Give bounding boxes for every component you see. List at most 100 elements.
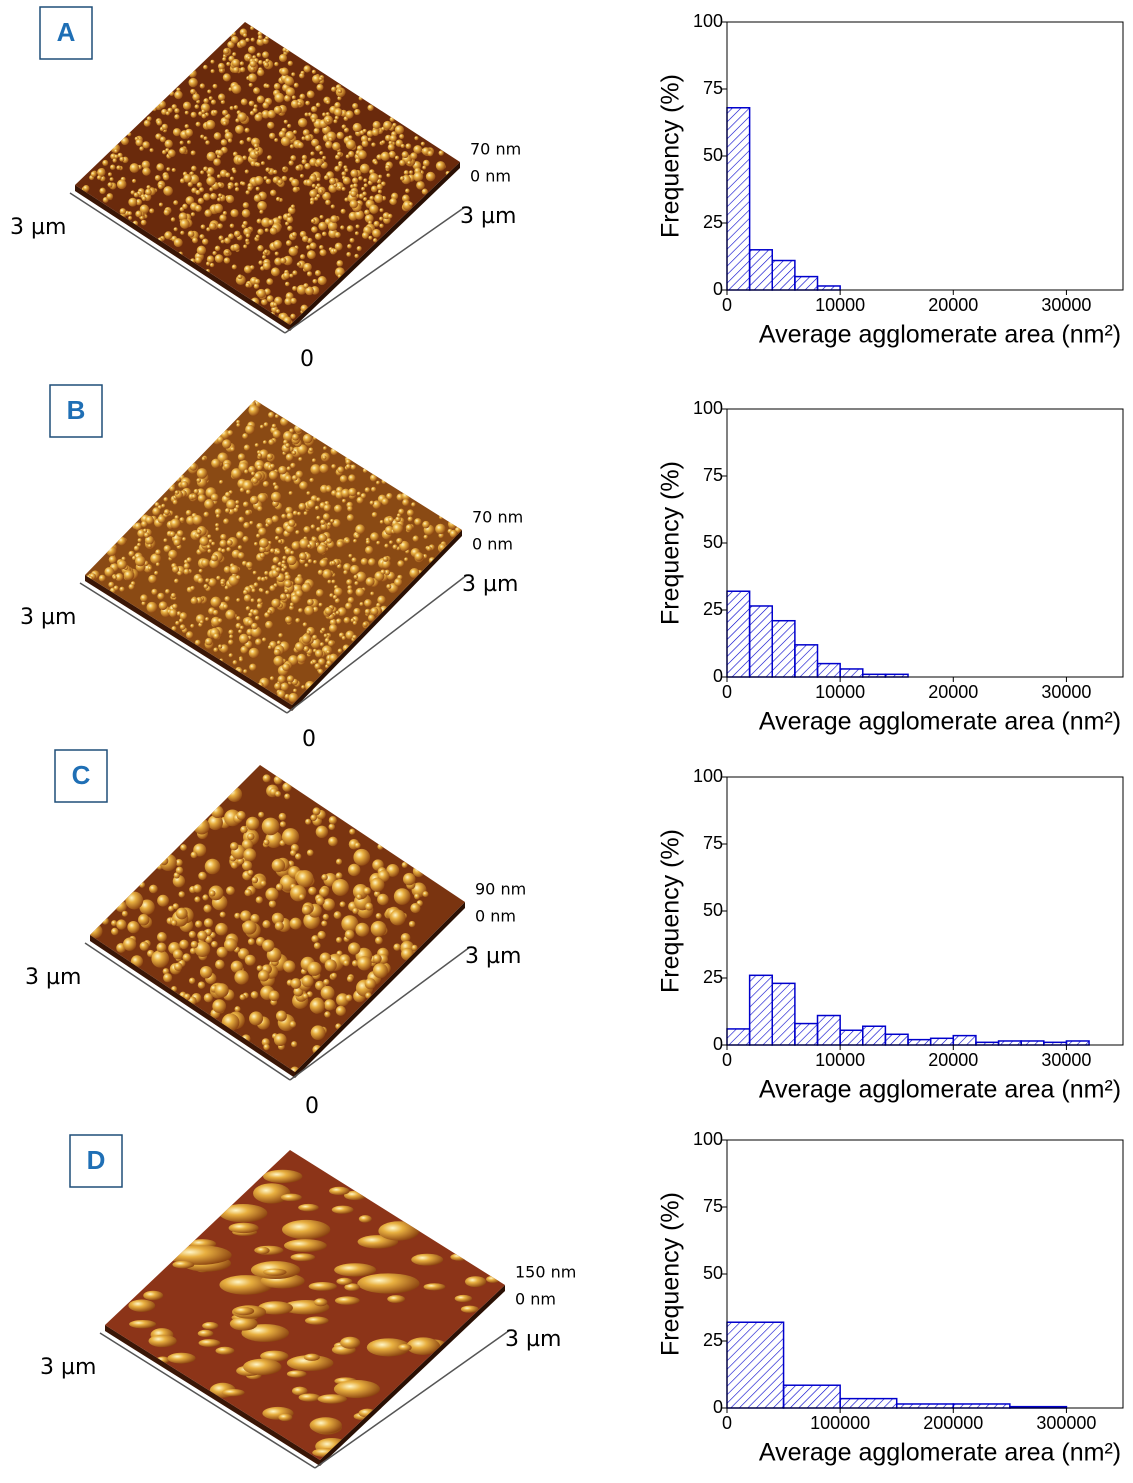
afm-grain <box>267 610 272 615</box>
afm-grain <box>195 920 202 927</box>
afm-grain <box>152 507 160 515</box>
afm-grain <box>324 999 335 1010</box>
afm-grain <box>246 817 259 830</box>
afm-grain <box>370 532 379 541</box>
afm-grain <box>371 142 375 146</box>
afm-grain <box>265 590 269 594</box>
y-size: 3 µm <box>465 944 521 969</box>
afm-grain <box>149 885 158 894</box>
afm-grain <box>353 849 370 866</box>
y-tick-label: 75 <box>703 465 723 485</box>
afm-grain <box>409 921 415 927</box>
afm-grain <box>277 179 282 184</box>
afm-grain <box>127 921 139 933</box>
afm-grain <box>91 171 97 177</box>
afm-grain <box>161 504 165 508</box>
afm-grain <box>291 179 299 187</box>
afm-grain <box>232 169 236 173</box>
afm-grain <box>174 238 183 247</box>
afm-grain <box>108 182 113 187</box>
afm-grain <box>265 167 270 172</box>
afm-grain <box>198 198 204 204</box>
afm-grain <box>266 84 270 88</box>
afm-grain <box>261 161 265 165</box>
afm-grain <box>175 621 180 626</box>
afm-grain <box>142 141 149 148</box>
afm-grain <box>315 270 321 276</box>
afm-grain <box>180 624 186 630</box>
afm-grain <box>448 519 458 529</box>
afm-grain <box>224 938 237 951</box>
afm-grain <box>317 177 321 181</box>
afm-grain <box>269 585 275 591</box>
afm-grain <box>371 487 376 492</box>
z-max: 90 nm <box>475 880 526 899</box>
afm-grain <box>281 136 291 146</box>
afm-grain <box>284 120 288 124</box>
afm-grain <box>169 486 175 492</box>
afm-grain <box>141 521 148 528</box>
afm-grain <box>343 570 348 575</box>
afm-grain <box>286 87 295 96</box>
afm-grain <box>413 536 419 542</box>
afm-grain <box>258 260 263 265</box>
afm-grain <box>248 612 253 617</box>
afm-grain <box>185 111 189 115</box>
afm-grain <box>302 236 309 243</box>
afm-grain <box>224 596 230 602</box>
afm-grain <box>108 582 114 588</box>
afm-grain <box>344 168 348 172</box>
afm-grain <box>128 216 132 220</box>
afm-grain <box>370 501 375 506</box>
afm-grain <box>256 187 260 191</box>
afm-grain <box>319 559 327 567</box>
afm-grain <box>281 1194 302 1202</box>
afm-grain <box>191 212 195 216</box>
afm-grain <box>348 864 360 876</box>
afm-grain <box>390 135 397 142</box>
afm-grain <box>213 647 218 652</box>
afm-grain <box>346 464 351 469</box>
afm-grain <box>192 237 198 243</box>
afm-grain <box>439 515 443 519</box>
afm-grain <box>379 217 383 221</box>
z-max: 150 nm <box>515 1263 576 1282</box>
afm-grain <box>257 53 262 58</box>
afm-grain <box>180 178 185 183</box>
afm-grain <box>249 521 253 525</box>
afm-grain <box>203 166 208 171</box>
afm-grain <box>280 68 288 76</box>
afm-grain <box>139 882 145 888</box>
afm-grain <box>173 949 183 959</box>
afm-grain <box>266 278 273 285</box>
afm-grain <box>308 559 312 563</box>
histogram-bar <box>818 1016 841 1045</box>
afm-grain <box>232 264 237 269</box>
afm-grain <box>321 628 326 633</box>
afm-grain <box>275 527 283 535</box>
afm-grain <box>218 94 225 101</box>
afm-grain <box>183 102 191 110</box>
afm-grain <box>388 517 393 522</box>
afm-grain <box>191 112 197 118</box>
afm-grain <box>214 204 223 213</box>
afm-grain <box>342 636 346 640</box>
afm-grain <box>290 1021 297 1028</box>
afm-grain <box>234 182 238 186</box>
z-min: 0 nm <box>515 1290 556 1309</box>
afm-grain <box>193 884 202 893</box>
afm-grain <box>426 546 431 551</box>
afm-grain <box>376 481 380 485</box>
afm-grain <box>299 94 305 100</box>
afm-grain <box>302 905 312 915</box>
afm-grain <box>205 638 213 646</box>
afm-grain <box>249 101 255 107</box>
afm-grain <box>119 157 124 162</box>
afm-grain <box>289 491 293 495</box>
afm-grain <box>284 76 294 86</box>
afm-grain <box>374 194 383 203</box>
afm-grain <box>336 872 343 879</box>
afm-grain <box>140 942 149 951</box>
afm-grain <box>127 132 131 136</box>
afm-grain <box>159 203 163 207</box>
